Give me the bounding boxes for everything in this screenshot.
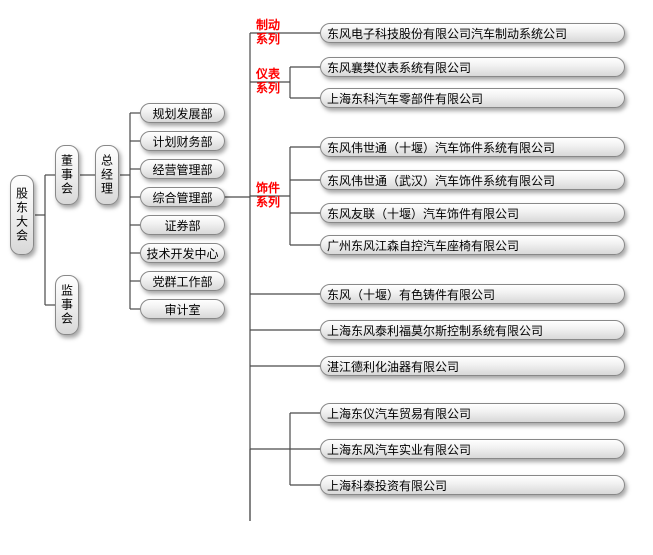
label: 审计室	[164, 301, 200, 318]
label: 广州东风江森自控汽车座椅有限公司	[327, 237, 519, 254]
label: 东风伟世通（十堰）汽车饰件系统有限公司	[327, 139, 555, 156]
dept-5: 技术开发中心	[140, 243, 225, 263]
company-decoration-1: 东风伟世通（武汉）汽车饰件系统有限公司	[320, 170, 625, 190]
label: 经营管理部	[152, 161, 212, 178]
label: 东风友联（十堰）汽车饰件有限公司	[327, 205, 519, 222]
label: 东风伟世通（武汉）汽车饰件系统有限公司	[327, 172, 555, 189]
company-instrument-0: 东风襄樊仪表系统有限公司	[320, 57, 625, 77]
connector-lines	[0, 0, 653, 555]
label: 上海东仪汽车贸易有限公司	[327, 405, 471, 422]
label: 计划财务部	[152, 133, 212, 150]
company-instrument-1: 上海东科汽车零部件有限公司	[320, 88, 625, 108]
series-instrument: 仪表系列	[256, 67, 280, 95]
label: 董事会	[59, 154, 76, 196]
label: 综合管理部	[152, 189, 212, 206]
node-board: 董事会	[55, 145, 79, 205]
company-decoration-3: 广州东风江森自控汽车座椅有限公司	[320, 235, 625, 255]
label: 东风（十堰）有色铸件有限公司	[327, 286, 495, 303]
label: 股东大会	[14, 187, 31, 243]
company-braking-0: 东风电子科技股份有限公司汽车制动系统公司	[320, 23, 625, 43]
label: 技术开发中心	[147, 245, 219, 262]
label: 上海科泰投资有限公司	[327, 477, 447, 494]
label: 上海东科汽车零部件有限公司	[327, 90, 483, 107]
company-decoration-0: 东风伟世通（十堰）汽车饰件系统有限公司	[320, 137, 625, 157]
label: 东风襄樊仪表系统有限公司	[327, 59, 471, 76]
label: 规划发展部	[152, 105, 212, 122]
company-trading-0: 上海东仪汽车贸易有限公司	[320, 403, 625, 423]
dept-7: 审计室	[140, 299, 225, 319]
label: 东风电子科技股份有限公司汽车制动系统公司	[327, 25, 567, 42]
company-decoration-2: 东风友联（十堰）汽车饰件有限公司	[320, 203, 625, 223]
dept-2: 经营管理部	[140, 159, 225, 179]
dept-4: 证券部	[140, 215, 225, 235]
dept-1: 计划财务部	[140, 131, 225, 151]
company-trading-1: 上海东风汽车实业有限公司	[320, 439, 625, 459]
label: 上海东风泰利福莫尔斯控制系统有限公司	[327, 322, 543, 339]
company-other-2: 湛江德利化油器有限公司	[320, 356, 625, 376]
dept-0: 规划发展部	[140, 103, 225, 123]
dept-6: 党群工作部	[140, 271, 225, 291]
node-shareholders: 股东大会	[10, 175, 34, 255]
label: 上海东风汽车实业有限公司	[327, 441, 471, 458]
company-other-1: 上海东风泰利福莫尔斯控制系统有限公司	[320, 320, 625, 340]
dept-3: 综合管理部	[140, 187, 225, 207]
node-supervisors: 监事会	[55, 275, 79, 335]
label: 总经理	[99, 154, 116, 196]
company-other-0: 东风（十堰）有色铸件有限公司	[320, 284, 625, 304]
company-trading-2: 上海科泰投资有限公司	[320, 475, 625, 495]
label: 党群工作部	[152, 273, 212, 290]
label: 证券部	[164, 217, 200, 234]
node-gm: 总经理	[95, 145, 119, 205]
label: 监事会	[59, 284, 76, 326]
label: 湛江德利化油器有限公司	[327, 358, 459, 375]
series-braking: 制动系列 制动系列	[256, 18, 280, 46]
series-decoration: 饰件系列	[256, 181, 280, 209]
